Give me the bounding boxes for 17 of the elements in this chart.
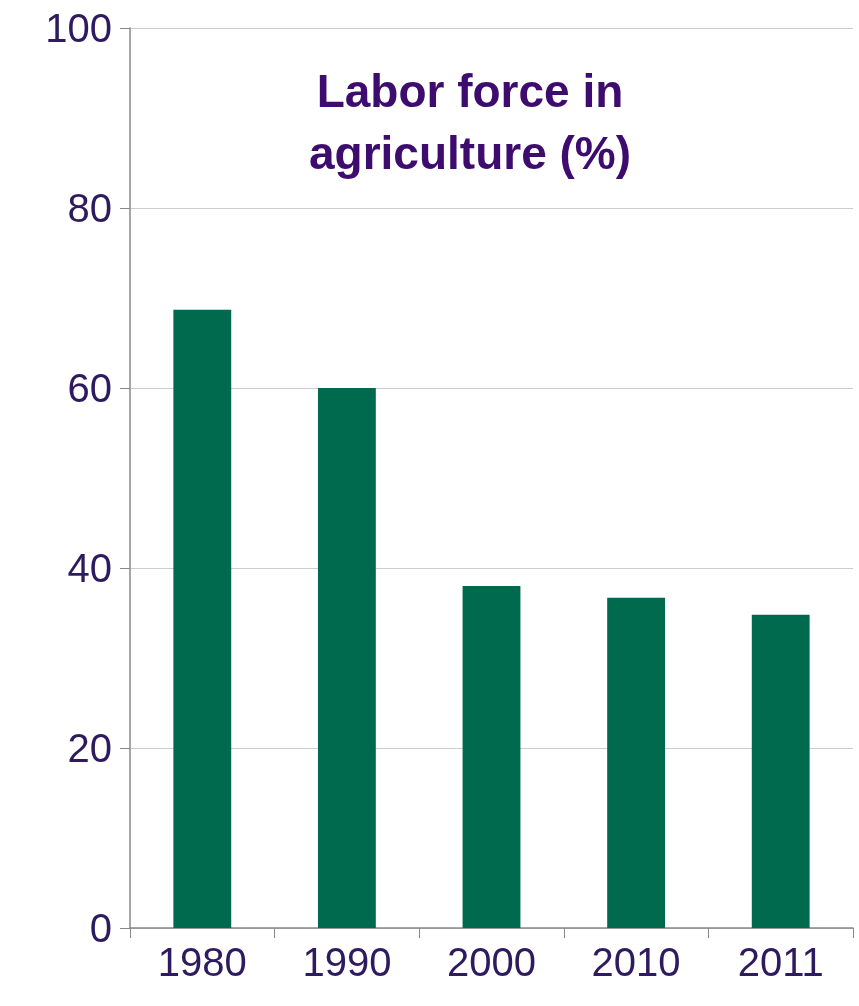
y-tick-label: 0 (89, 906, 112, 950)
y-tick-label: 40 (67, 546, 112, 590)
x-tick-label: 2010 (591, 940, 681, 984)
bar (607, 597, 666, 928)
x-tick-label: 2011 (737, 940, 824, 984)
x-tick-label: 1980 (157, 940, 247, 984)
bar (317, 388, 376, 928)
y-tick-label: 60 (67, 366, 112, 410)
bar (173, 309, 232, 928)
y-tick-label: 80 (67, 186, 112, 230)
x-tick-label: 1990 (302, 940, 392, 984)
y-tick-label: 100 (45, 6, 112, 50)
y-tick-label: 20 (67, 726, 112, 770)
x-tick-label: 2000 (447, 940, 536, 984)
bar (462, 586, 521, 928)
bar (751, 614, 810, 928)
text: Labor force in agriculture (%) (308, 65, 632, 179)
